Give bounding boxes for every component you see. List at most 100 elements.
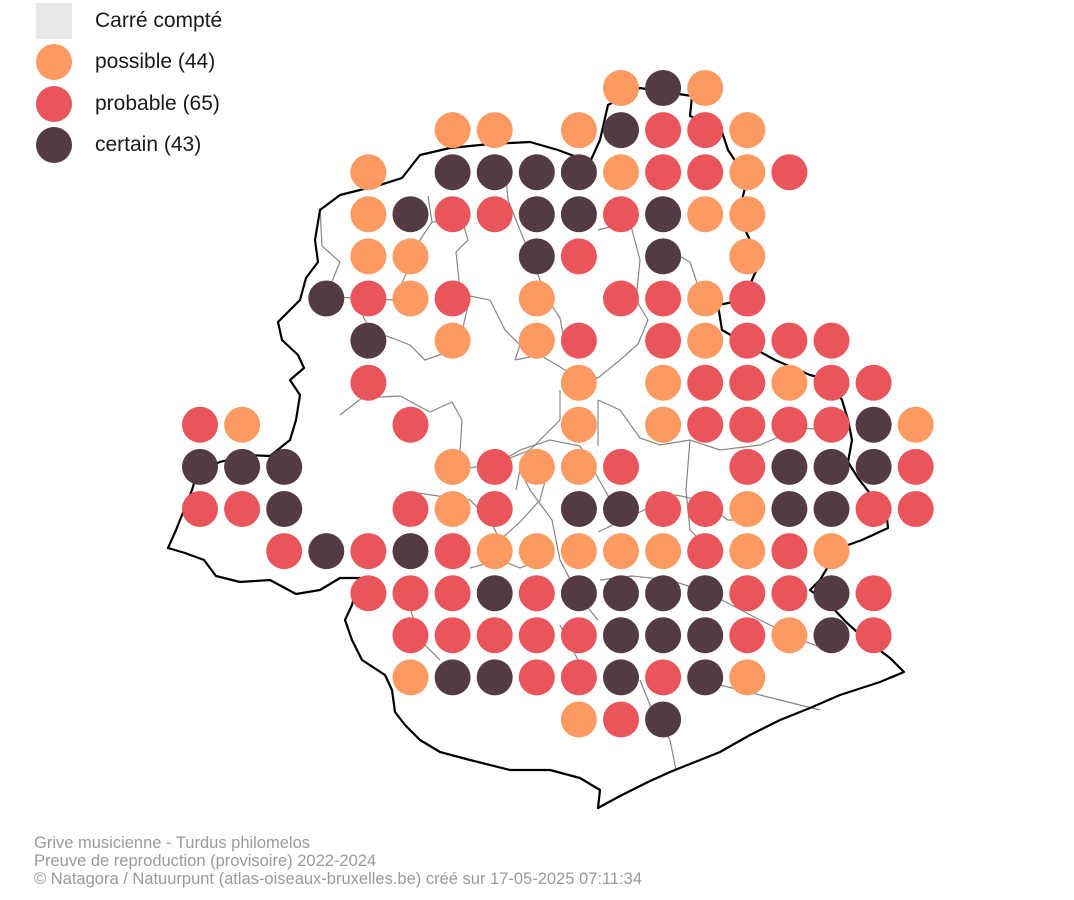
atlas-square-possible xyxy=(518,533,555,570)
atlas-square-certain xyxy=(182,448,218,485)
atlas-square-possible xyxy=(518,448,555,485)
atlas-square-probable xyxy=(729,406,766,443)
atlas-square-probable xyxy=(855,617,892,654)
atlas-square-certain xyxy=(813,448,850,485)
atlas-square-probable xyxy=(603,196,639,233)
legend-item-counted-square: Carré compté xyxy=(36,0,222,42)
atlas-square-possible xyxy=(434,322,471,359)
legend-item-certain: certain (43) xyxy=(36,125,222,167)
legend-label-certain: certain (43) xyxy=(95,133,202,157)
legend-label-possible: possible (44) xyxy=(95,50,216,74)
atlas-square-certain xyxy=(266,448,303,485)
atlas-square-possible xyxy=(771,617,808,654)
atlas-square-probable xyxy=(603,448,639,485)
atlas-square-certain xyxy=(771,491,808,527)
atlas-square-possible xyxy=(729,238,766,275)
atlas-square-possible xyxy=(392,238,429,275)
probable-swatch xyxy=(36,85,72,122)
atlas-square-certain xyxy=(308,533,345,570)
atlas-square-probable xyxy=(476,196,513,233)
atlas-square-probable xyxy=(771,575,808,612)
atlas-square-possible xyxy=(603,70,639,106)
atlas-square-certain xyxy=(645,617,682,654)
atlas-square-possible xyxy=(729,112,766,149)
atlas-square-possible xyxy=(729,154,766,191)
atlas-square-certain xyxy=(687,575,724,612)
atlas-square-possible xyxy=(897,406,934,443)
caption-species: Grive musicienne - Turdus philomelos xyxy=(34,834,311,852)
atlas-square-certain xyxy=(813,575,850,612)
atlas-square-probable xyxy=(518,617,555,654)
atlas-square-possible xyxy=(518,322,555,359)
atlas-square-certain xyxy=(645,701,682,738)
atlas-square-probable xyxy=(392,617,429,654)
atlas-square-probable xyxy=(645,154,682,191)
atlas-square-possible xyxy=(476,533,513,570)
atlas-square-certain xyxy=(771,448,808,485)
atlas-square-possible xyxy=(560,364,597,401)
map-caption: Grive musicienne - Turdus philomelos Pre… xyxy=(34,834,642,888)
atlas-square-probable xyxy=(560,322,597,359)
atlas-square-probable xyxy=(182,491,218,527)
atlas-square-possible xyxy=(224,406,261,443)
atlas-square-probable xyxy=(603,701,639,738)
atlas-square-possible xyxy=(392,659,429,696)
atlas-square-possible xyxy=(560,701,597,738)
atlas-square-probable xyxy=(771,322,808,359)
atlas-square-possible xyxy=(729,659,766,696)
atlas-square-possible xyxy=(645,364,682,401)
legend-label-probable: probable (65) xyxy=(95,91,220,115)
atlas-square-probable xyxy=(771,406,808,443)
atlas-square-certain xyxy=(813,491,850,527)
atlas-square-possible xyxy=(729,533,766,570)
atlas-square-probable xyxy=(687,491,724,527)
atlas-square-probable xyxy=(518,659,555,696)
atlas-square-certain xyxy=(645,70,682,106)
atlas-square-certain xyxy=(855,448,892,485)
atlas-square-probable xyxy=(855,364,892,401)
atlas-square-probable xyxy=(434,280,471,317)
caption-credits: © Natagora / Natuurpunt (atlas-oiseaux-b… xyxy=(34,870,643,888)
atlas-square-probable xyxy=(266,533,303,570)
atlas-squares-layer xyxy=(182,70,934,738)
atlas-square-probable xyxy=(350,280,387,317)
atlas-square-certain xyxy=(392,196,429,233)
atlas-square-probable xyxy=(434,533,471,570)
atlas-square-certain xyxy=(518,196,555,233)
atlas-square-probable xyxy=(392,491,429,527)
atlas-square-possible xyxy=(350,154,387,191)
atlas-square-possible xyxy=(560,448,597,485)
caption-subtitle: Preuve de reproduction (provisoire) 2022… xyxy=(34,852,377,870)
atlas-square-probable xyxy=(476,491,513,527)
atlas-square-probable xyxy=(897,491,934,527)
atlas-square-certain xyxy=(603,491,639,527)
atlas-square-certain xyxy=(645,196,682,233)
atlas-square-probable xyxy=(392,406,429,443)
atlas-square-certain xyxy=(392,533,429,570)
atlas-square-certain xyxy=(518,154,555,191)
legend: Carré compté possible (44) probable (65)… xyxy=(36,0,222,166)
atlas-square-probable xyxy=(645,659,682,696)
atlas-square-possible xyxy=(645,533,682,570)
atlas-square-probable xyxy=(729,617,766,654)
atlas-square-certain xyxy=(603,112,639,149)
atlas-square-probable xyxy=(645,491,682,527)
atlas-square-probable xyxy=(645,112,682,149)
atlas-square-probable xyxy=(350,575,387,612)
atlas-square-probable xyxy=(729,575,766,612)
atlas-square-possible xyxy=(560,406,597,443)
atlas-square-certain xyxy=(645,238,682,275)
atlas-square-probable xyxy=(897,448,934,485)
atlas-square-certain xyxy=(350,322,387,359)
legend-item-possible: possible (44) xyxy=(36,42,222,84)
atlas-square-probable xyxy=(729,280,766,317)
atlas-square-possible xyxy=(560,112,597,149)
brussels-region-outline xyxy=(166,86,906,810)
atlas-square-probable xyxy=(434,617,471,654)
atlas-square-certain xyxy=(603,659,639,696)
atlas-square-possible xyxy=(645,406,682,443)
atlas-square-probable xyxy=(729,364,766,401)
atlas-square-possible xyxy=(687,70,724,106)
atlas-square-possible xyxy=(392,280,429,317)
